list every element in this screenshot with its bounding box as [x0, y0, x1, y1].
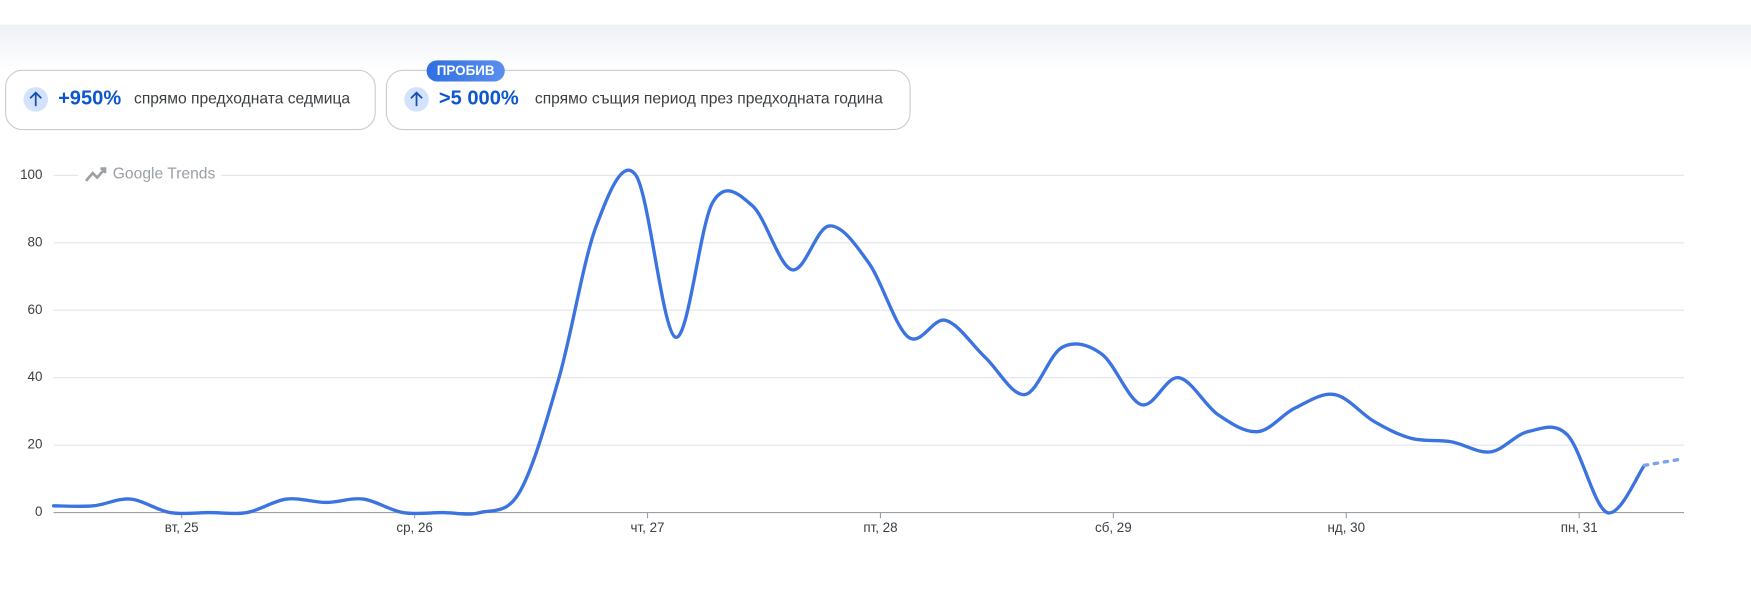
plot: 0 20 40 60 80 100 вт, 25 ср, 26 чт, 27 пт, 28 сб, … [20, 163, 1686, 535]
badge-box [385, 69, 911, 131]
badge: +950% спрямо предходната седмица [5, 69, 376, 131]
x-tick-label: нд, 30 [1327, 520, 1365, 535]
y-tick-label: 40 [28, 369, 43, 384]
badge-tag: ПРОБИВ [437, 63, 495, 78]
watermark: Google Trends [113, 165, 216, 182]
badge-text: спрямо същия период през предходната год… [535, 91, 883, 108]
badge-text: спрямо предходната седмица [134, 91, 350, 108]
y-tick-label: 20 [28, 437, 43, 452]
badge-change: +950% [58, 88, 121, 110]
y-tick-label: 100 [20, 167, 42, 182]
up-arrow [410, 91, 423, 107]
watermark-icon [84, 167, 107, 182]
y-tick-label: 0 [35, 504, 42, 519]
badge-tag-box [426, 60, 505, 82]
x-tick-label: чт, 27 [631, 520, 665, 535]
x-tick-label: пн, 31 [1561, 520, 1598, 535]
trend-line [51, 168, 1647, 516]
x-tick-label: пт, 28 [863, 520, 897, 535]
x-tick-label: сб, 29 [1095, 520, 1132, 535]
header-band [0, 24, 1751, 72]
y-tick-label: 80 [28, 234, 43, 249]
y-tick-label: 60 [28, 302, 43, 317]
badge: ПРОБИВ >5 000% спрямо същия период през … [385, 60, 911, 131]
x-tick-label: вт, 25 [165, 520, 199, 535]
watermark-bg [78, 163, 222, 186]
x-tick-label: ср, 26 [396, 520, 432, 535]
badge-box [5, 69, 376, 131]
badge-change: >5 000% [439, 88, 519, 110]
up-arrow [29, 91, 42, 107]
trend-line [1642, 456, 1686, 468]
